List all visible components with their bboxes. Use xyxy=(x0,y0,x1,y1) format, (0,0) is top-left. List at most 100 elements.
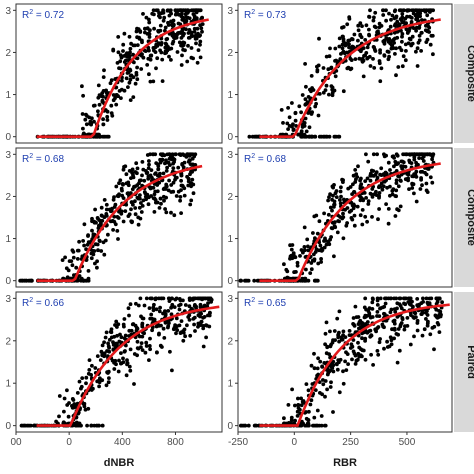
data-point xyxy=(377,340,382,345)
data-point xyxy=(392,30,397,35)
data-point xyxy=(82,404,87,409)
data-point xyxy=(156,29,161,33)
data-point xyxy=(125,362,129,367)
data-point xyxy=(378,296,383,301)
data-point xyxy=(139,67,144,71)
data-point xyxy=(384,8,388,13)
data-point xyxy=(338,198,342,202)
data-point xyxy=(319,260,323,264)
data-point xyxy=(129,176,133,181)
data-point xyxy=(369,333,374,338)
data-point xyxy=(149,312,154,317)
data-point xyxy=(107,376,111,380)
x-axis-title: RBR xyxy=(333,457,357,469)
data-point xyxy=(116,35,121,39)
data-point xyxy=(250,134,255,139)
data-point xyxy=(426,24,430,28)
data-point xyxy=(340,42,345,47)
data-point xyxy=(187,313,192,318)
data-point xyxy=(333,74,338,79)
data-point xyxy=(187,154,192,158)
data-point xyxy=(24,278,29,283)
data-point xyxy=(290,101,294,105)
data-point xyxy=(402,296,407,301)
data-point xyxy=(325,372,330,377)
data-point xyxy=(362,54,366,58)
data-point xyxy=(347,45,351,50)
data-point xyxy=(424,181,429,186)
data-point xyxy=(344,368,349,372)
data-point xyxy=(139,178,143,183)
data-point xyxy=(398,204,403,209)
data-point xyxy=(332,134,337,139)
data-point xyxy=(341,215,346,220)
data-point xyxy=(389,46,394,51)
data-point xyxy=(157,309,162,314)
data-point xyxy=(392,164,396,169)
data-point xyxy=(357,326,361,331)
data-point xyxy=(204,335,209,340)
data-point xyxy=(400,34,404,39)
data-point xyxy=(377,207,381,211)
data-point xyxy=(140,40,144,45)
data-point xyxy=(395,35,400,40)
data-point xyxy=(415,321,420,325)
data-point xyxy=(397,45,402,50)
data-point xyxy=(349,216,354,220)
data-point xyxy=(321,66,326,70)
data-point xyxy=(206,313,210,318)
data-point xyxy=(137,35,142,40)
data-point xyxy=(163,309,167,313)
data-point xyxy=(343,335,348,339)
data-point xyxy=(398,178,403,183)
data-point xyxy=(135,65,140,70)
data-point xyxy=(400,32,405,36)
data-point xyxy=(335,230,340,235)
data-point xyxy=(104,213,109,218)
ytick-label: 0 xyxy=(5,276,11,287)
data-point xyxy=(95,132,100,137)
data-point xyxy=(403,302,408,307)
data-point xyxy=(79,386,83,391)
xtick-label: -250 xyxy=(228,437,248,448)
data-point xyxy=(169,58,173,62)
data-point xyxy=(329,380,333,385)
data-point xyxy=(64,266,69,271)
data-point xyxy=(194,8,198,13)
data-point xyxy=(337,36,342,41)
data-point xyxy=(205,323,209,328)
data-point xyxy=(348,346,353,350)
data-point xyxy=(106,380,111,385)
data-point xyxy=(192,26,197,31)
data-point xyxy=(378,172,382,177)
data-point xyxy=(341,180,345,185)
data-point xyxy=(148,347,153,352)
data-point xyxy=(314,423,319,428)
data-point xyxy=(96,83,101,88)
data-point xyxy=(121,42,126,47)
data-point xyxy=(348,67,353,72)
data-point xyxy=(392,326,397,331)
data-point xyxy=(360,24,364,28)
data-point xyxy=(163,41,168,46)
data-point xyxy=(138,296,143,301)
data-point xyxy=(313,236,317,241)
data-point xyxy=(357,354,362,359)
data-point xyxy=(405,324,410,328)
data-point xyxy=(147,159,151,163)
data-point xyxy=(388,335,393,340)
data-point xyxy=(351,316,356,320)
data-point xyxy=(429,33,434,38)
data-point xyxy=(371,57,375,61)
data-point xyxy=(362,315,367,320)
data-point xyxy=(86,233,90,238)
data-point xyxy=(104,383,109,388)
data-point xyxy=(428,175,433,180)
data-point xyxy=(147,306,152,310)
data-point xyxy=(363,214,368,219)
data-point xyxy=(188,162,193,167)
data-point xyxy=(365,176,370,181)
data-point xyxy=(393,214,398,218)
data-point xyxy=(319,423,324,428)
data-point xyxy=(384,18,388,23)
